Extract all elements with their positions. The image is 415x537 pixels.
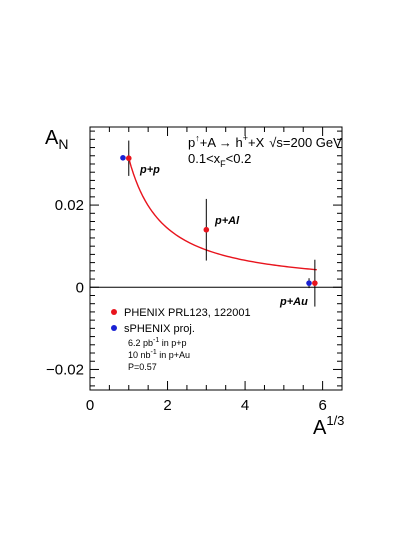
legend-entry-sphenix: sPHENIX proj. xyxy=(124,323,195,335)
plot-frame xyxy=(89,126,343,391)
x-tick-label: 4 xyxy=(241,397,249,414)
legend-note-polarization: P=0.57 xyxy=(128,362,157,372)
legend-note-pau: 10 nb-1 in p+Au xyxy=(128,349,190,360)
legend-marker-phenix xyxy=(111,309,117,315)
point-label-pp: p+p xyxy=(139,164,160,176)
phenix-point xyxy=(125,155,132,162)
sphenix-point xyxy=(306,280,312,286)
point-label-pau: p+Au xyxy=(279,296,308,308)
x-ticks: 0 2 4 6 xyxy=(86,127,343,414)
sphenix-point xyxy=(120,155,126,161)
data-points xyxy=(120,140,318,307)
x-tick-label: 6 xyxy=(318,397,326,414)
point-label-pal: p+Al xyxy=(214,215,240,227)
y-tick-label: −0.02 xyxy=(46,361,84,378)
y-ticks: −0.02 0 0.02 xyxy=(46,130,342,387)
y-tick-label: 0 xyxy=(76,279,84,296)
xf-range-label: 0.1<xF<0.2 xyxy=(188,151,251,169)
phenix-point xyxy=(312,280,318,286)
y-tick-label: 0.02 xyxy=(55,197,84,214)
x-axis-title: A1/3 xyxy=(313,413,344,439)
x-tick-label: 0 xyxy=(86,397,94,414)
legend-note-pp: 6.2 pb-1 in p+p xyxy=(128,337,187,348)
fit-curve xyxy=(128,158,317,271)
x-tick-label: 2 xyxy=(163,397,171,414)
legend-marker-sphenix xyxy=(111,325,117,331)
y-axis-title: AN xyxy=(45,127,68,152)
legend: PHENIX PRL123, 122001 sPHENIX proj. 6.2 … xyxy=(111,307,251,372)
phenix-point xyxy=(203,226,210,233)
reaction-label: p↑+A → h++X √s=200 GeV xyxy=(188,133,342,150)
legend-entry-phenix: PHENIX PRL123, 122001 xyxy=(124,307,251,319)
